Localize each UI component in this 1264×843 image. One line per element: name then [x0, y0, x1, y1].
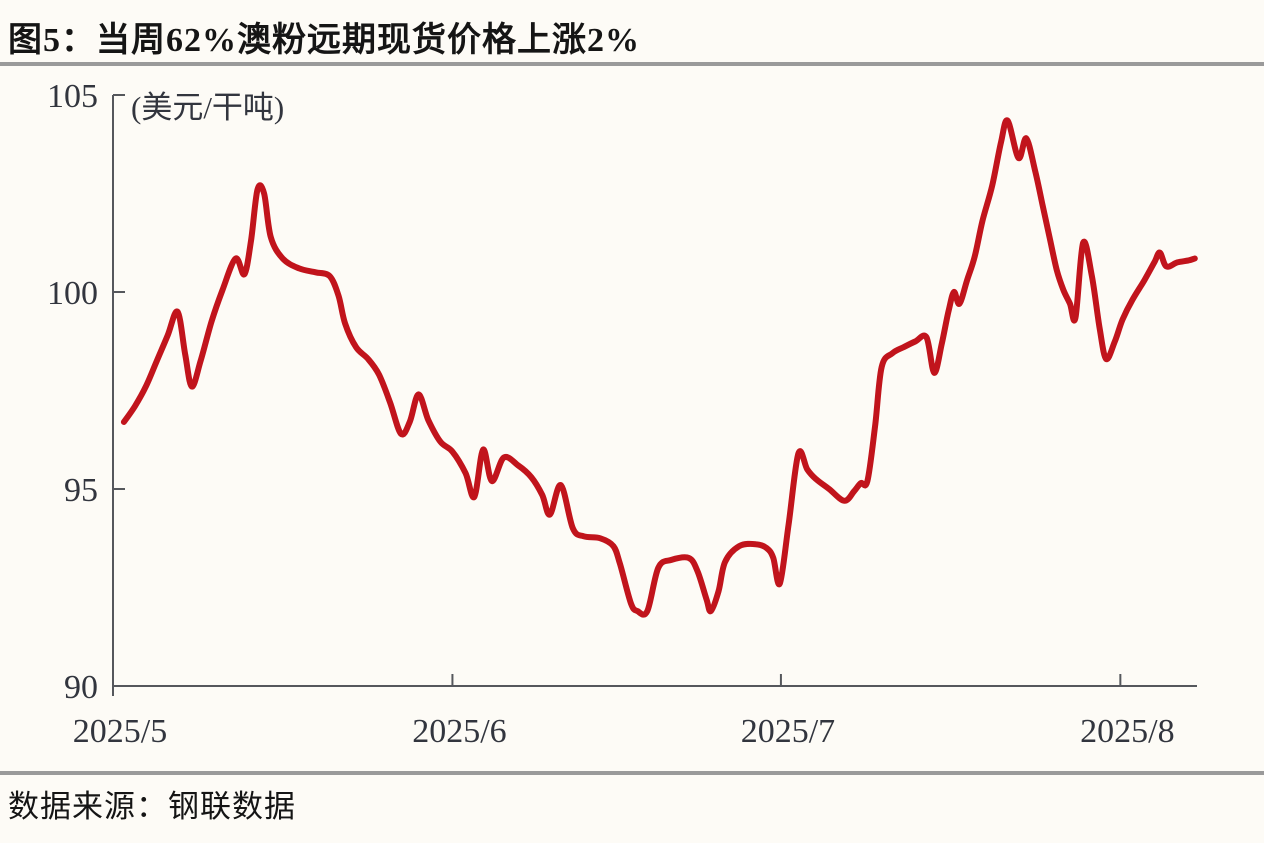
y-axis-tick-label: 105 — [47, 78, 98, 115]
data-source: 数据来源：钢联数据 — [8, 789, 296, 824]
x-axis-tick-label: 2025/6 — [412, 713, 506, 750]
y-axis-tick-label: 100 — [47, 275, 98, 312]
x-axis-tick-label: 2025/7 — [741, 713, 835, 750]
title-divider — [0, 62, 1264, 66]
price-series-line — [120, 117, 1198, 618]
y-axis-unit-label: (美元/干吨) — [131, 90, 285, 125]
axis-spine — [112, 95, 1197, 687]
x-axis-tick-label: 2025/8 — [1080, 713, 1174, 750]
footer-divider — [0, 771, 1264, 775]
x-axis-tick-label: 2025/5 — [73, 713, 167, 750]
figure-title: 图5：当周62%澳粉远期现货价格上涨2% — [8, 22, 640, 59]
y-axis-tick-label: 90 — [64, 669, 98, 706]
y-axis-tick-label: 95 — [64, 472, 98, 509]
